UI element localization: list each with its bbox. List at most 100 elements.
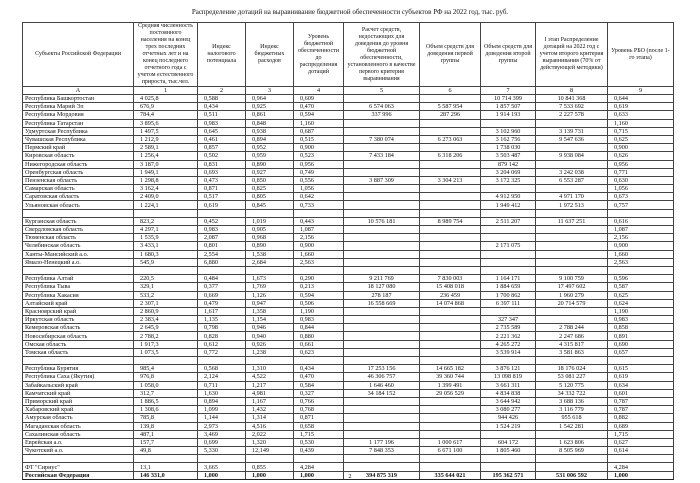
- empty-cell: [535, 355, 608, 366]
- cell: 4 265 272: [480, 339, 536, 349]
- region-name: Удмуртская Республика: [22, 126, 134, 136]
- cell: 0,871: [293, 413, 344, 423]
- cell: 157,7: [133, 437, 198, 448]
- cell: 2,684: [245, 257, 294, 267]
- cell: 0,857: [197, 143, 246, 153]
- cell: 9 100 759: [535, 274, 608, 284]
- empty-cell: [197, 265, 246, 276]
- cell: [343, 93, 420, 104]
- cell: 1 224,1: [133, 200, 198, 210]
- cell: 0,956: [607, 159, 674, 169]
- region-name: Хабаровский край: [22, 405, 134, 415]
- cell: 139,8: [133, 421, 198, 431]
- cell: 0,645: [197, 126, 246, 136]
- cell: [535, 429, 608, 439]
- empty-cell: [293, 454, 344, 464]
- cell: [419, 462, 481, 472]
- cell: [535, 224, 608, 235]
- cell: 3 539 914: [480, 347, 536, 358]
- cell: 3 661 311: [480, 380, 536, 390]
- cell: 1 177 196: [343, 437, 420, 448]
- cell: [419, 93, 481, 104]
- cell: [419, 200, 481, 210]
- cell: [343, 306, 420, 317]
- cell: 0,905: [245, 224, 294, 235]
- empty-cell: [343, 355, 420, 366]
- cell: 1,238: [245, 347, 294, 358]
- empty-cell: [133, 454, 198, 464]
- column-header: I этап Распределение дотаций на 2022 год…: [535, 22, 608, 87]
- cell: [343, 192, 420, 202]
- cell: 0,669: [197, 290, 246, 300]
- cell: 0,787: [607, 405, 674, 415]
- cell: 329,1: [133, 282, 198, 292]
- cell: 1,358: [245, 306, 294, 317]
- cell: 0,894: [197, 396, 246, 407]
- cell: 3 644 942: [480, 396, 536, 407]
- region-name: Республика Хакасия: [22, 290, 134, 300]
- cell: [343, 257, 420, 267]
- cell: 2,124: [197, 372, 246, 382]
- cell: 2,563: [607, 257, 674, 267]
- cell: 0,673: [607, 192, 674, 202]
- cell: 0,772: [197, 347, 246, 358]
- region-name: Алтайский край: [22, 298, 134, 308]
- cell: [343, 429, 420, 439]
- cell: 0,290: [293, 274, 344, 284]
- cell: 4,284: [607, 462, 674, 472]
- column-letter: А: [22, 86, 134, 95]
- table-row: Нижегородская область 3 187,0 0,831 0,890 0,…: [22, 159, 674, 169]
- table-row: Удмуртская Республика 1 497,5 0,645 0,938 0,…: [22, 126, 674, 136]
- column-header: Объем средств для доведения первой групп…: [419, 22, 481, 87]
- cell: [343, 224, 420, 235]
- cell: 0,596: [607, 274, 674, 284]
- cell: 6 397 111: [480, 298, 536, 308]
- table-row: Республика Татарстан 3 895,6 0,983 0,848 1,1…: [22, 118, 674, 128]
- cell: 0,657: [607, 347, 674, 358]
- cell: 0,517: [197, 192, 246, 202]
- cell: 4,284: [293, 462, 344, 472]
- cell: 0,626: [607, 151, 674, 161]
- cell: [535, 143, 608, 153]
- cell: 1 738 030: [480, 143, 536, 153]
- cell: [419, 257, 481, 267]
- cell: 1,715: [293, 429, 344, 439]
- empty-cell: [293, 355, 344, 366]
- cell: [343, 143, 420, 153]
- cell: 4 315 817: [535, 339, 608, 349]
- cell: 0,940: [245, 331, 294, 341]
- cell: 0,983: [197, 224, 246, 235]
- cell: 17 253 156: [343, 364, 420, 374]
- empty-cell: [607, 355, 674, 366]
- column-letter: 4: [293, 86, 344, 95]
- cell: 3,469: [197, 429, 246, 439]
- cell: [535, 306, 608, 317]
- region-name: Ханты-Мансийский а.о.: [22, 249, 134, 259]
- cell: 0,470: [293, 102, 344, 112]
- cell: 1,056: [607, 184, 674, 194]
- cell: 3 204 069: [480, 167, 536, 177]
- column-header: Субъекты Российской Федерации: [22, 22, 134, 87]
- cell: 0,612: [197, 339, 246, 349]
- cell: 0,882: [607, 413, 674, 423]
- cell: 0,947: [245, 298, 294, 308]
- table-row: Кемеровская область 2 645,9 0,798 0,946 0,84…: [22, 323, 674, 333]
- cell: [343, 413, 420, 423]
- cell: [343, 347, 420, 358]
- cell: 7 380 074: [343, 134, 420, 145]
- cell: [419, 143, 481, 153]
- cell: 2 221 362: [480, 331, 536, 341]
- cell: [343, 421, 420, 431]
- cell: 4,516: [245, 421, 294, 431]
- cell: [535, 462, 608, 472]
- cell: [480, 257, 536, 267]
- cell: 1 623 806: [535, 437, 608, 448]
- cell: 0,861: [245, 110, 294, 120]
- cell: 944 426: [480, 413, 536, 423]
- cell: 1,000: [607, 470, 674, 480]
- cell: 6 671 100: [419, 446, 481, 456]
- cell: 34 332 722: [535, 388, 608, 398]
- empty-cell: [343, 265, 420, 276]
- cell: [419, 159, 481, 169]
- region-name: Республика Саха (Якутия): [22, 372, 134, 382]
